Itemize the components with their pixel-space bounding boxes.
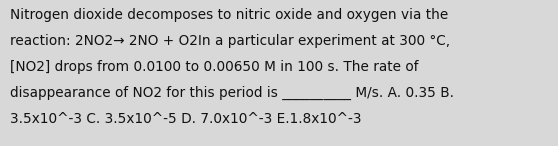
Text: disappearance of NO2 for this period is __________ M/s. A. 0.35 B.: disappearance of NO2 for this period is … — [10, 86, 454, 100]
Text: 3.5x10^-3 C. 3.5x10^-5 D. 7.0x10^-3 E.1.8x10^-3: 3.5x10^-3 C. 3.5x10^-5 D. 7.0x10^-3 E.1.… — [10, 112, 362, 126]
Text: Nitrogen dioxide decomposes to nitric oxide and oxygen via the: Nitrogen dioxide decomposes to nitric ox… — [10, 8, 448, 22]
Text: [NO2] drops from 0.0100 to 0.00650 M in 100 s. The rate of: [NO2] drops from 0.0100 to 0.00650 M in … — [10, 60, 418, 74]
Text: reaction: 2NO2→ 2NO + O2In a particular experiment at 300 °C,: reaction: 2NO2→ 2NO + O2In a particular … — [10, 34, 450, 48]
